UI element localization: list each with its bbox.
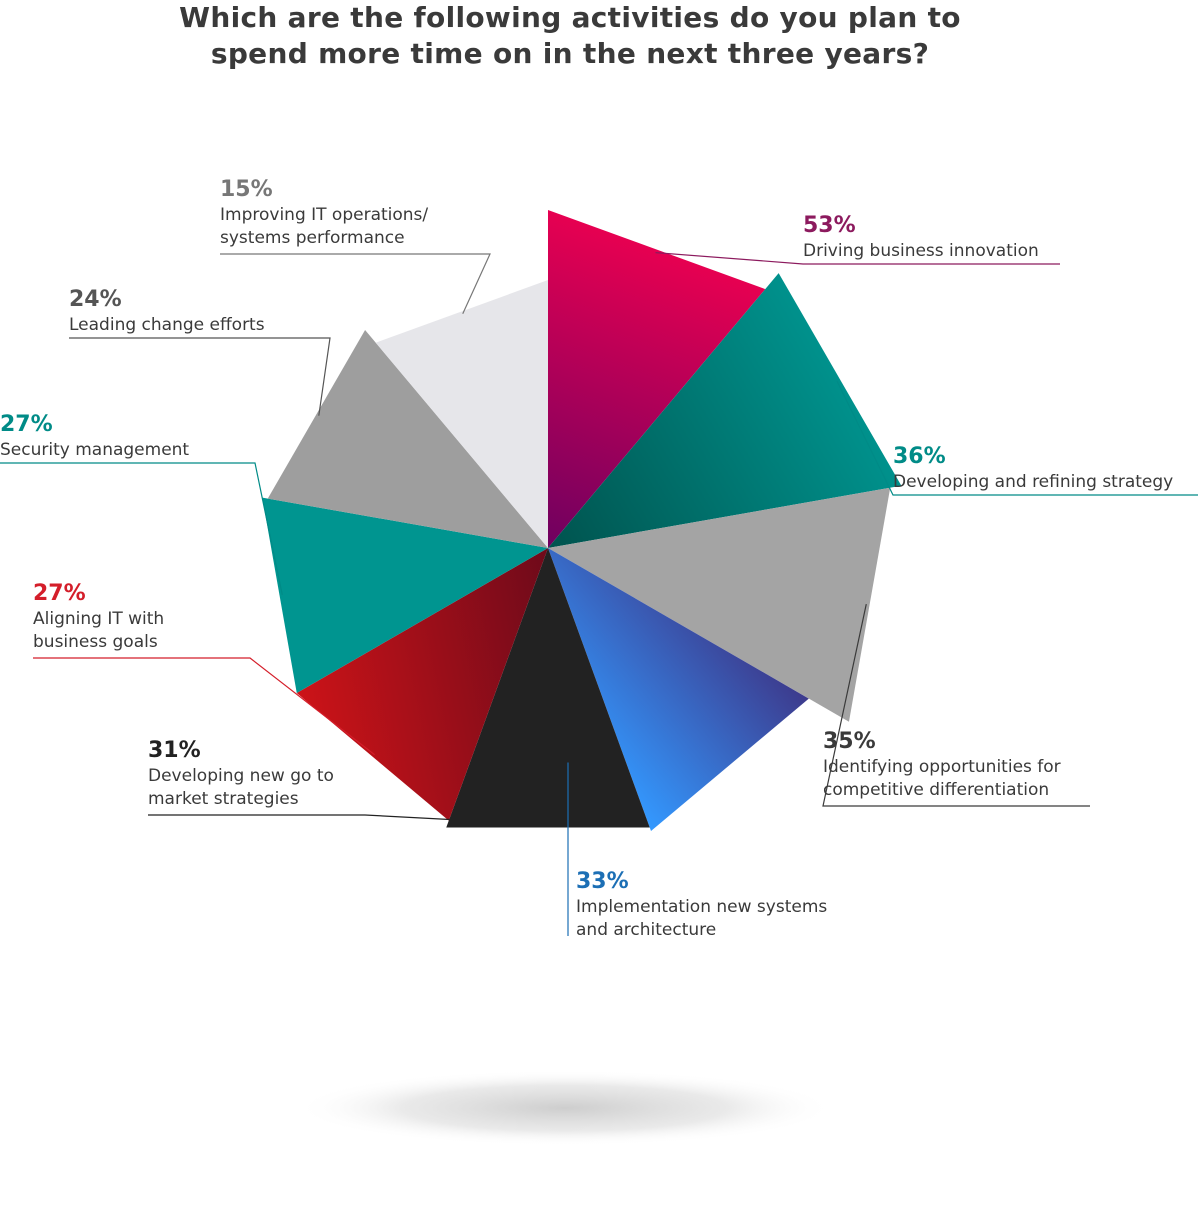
leader-line [836, 380, 1198, 496]
slice-percent-label: 53% [803, 213, 856, 238]
slice-category-label: competitive differentiation [823, 780, 1049, 800]
slice-category-label: Improving IT operations/ [220, 205, 428, 225]
pie-slice [548, 487, 891, 722]
chart-title-line-2: spend more time on in the next three yea… [210, 37, 930, 70]
slice-category-label: Developing and refining strategy [893, 472, 1173, 492]
pie-slice [548, 548, 809, 831]
pie-slice [548, 273, 902, 548]
slice-category-label: Identifying opportunities for [823, 757, 1061, 777]
slice-category-label: Implementation new systems [576, 897, 827, 917]
leader-line [69, 337, 331, 416]
leader-line [33, 657, 375, 756]
pie-slice [446, 548, 650, 828]
leader-line [655, 252, 1060, 265]
slice-percent-label: 24% [69, 287, 122, 312]
chart-title: Which are the following activities do yo… [0, 0, 1140, 72]
leader-line [148, 814, 549, 826]
slice-category-label: market strategies [148, 789, 299, 809]
pie-slice [267, 329, 548, 548]
slice-percent-label: 36% [893, 444, 946, 469]
pie-slice [262, 497, 548, 694]
leader-line [220, 253, 491, 315]
slice-category-label: Aligning IT with [33, 609, 164, 629]
slice-percent-label: 27% [0, 412, 53, 437]
slice-category-label: Leading change efforts [69, 315, 265, 335]
leader-line [822, 603, 1090, 807]
slice-percent-label: 15% [220, 177, 273, 202]
pie-slice [548, 210, 766, 548]
slice-category-label: Security management [0, 440, 189, 460]
slice-percent-label: 27% [33, 581, 86, 606]
slice-category-label: and architecture [576, 920, 716, 940]
chart-title-line-1: Which are the following activities do yo… [179, 1, 961, 34]
slice-category-label: Driving business innovation [803, 241, 1039, 261]
leader-line [0, 462, 283, 595]
pie-slice [296, 548, 548, 821]
pie-slice [375, 280, 548, 548]
slice-category-label: systems performance [220, 228, 405, 248]
slice-percent-label: 33% [576, 869, 629, 894]
floor-shadow [295, 1070, 835, 1146]
slice-percent-label: 31% [148, 738, 201, 763]
slice-percent-label: 35% [823, 729, 876, 754]
slice-category-label: Developing new go to [148, 766, 334, 786]
slice-category-label: business goals [33, 632, 158, 652]
